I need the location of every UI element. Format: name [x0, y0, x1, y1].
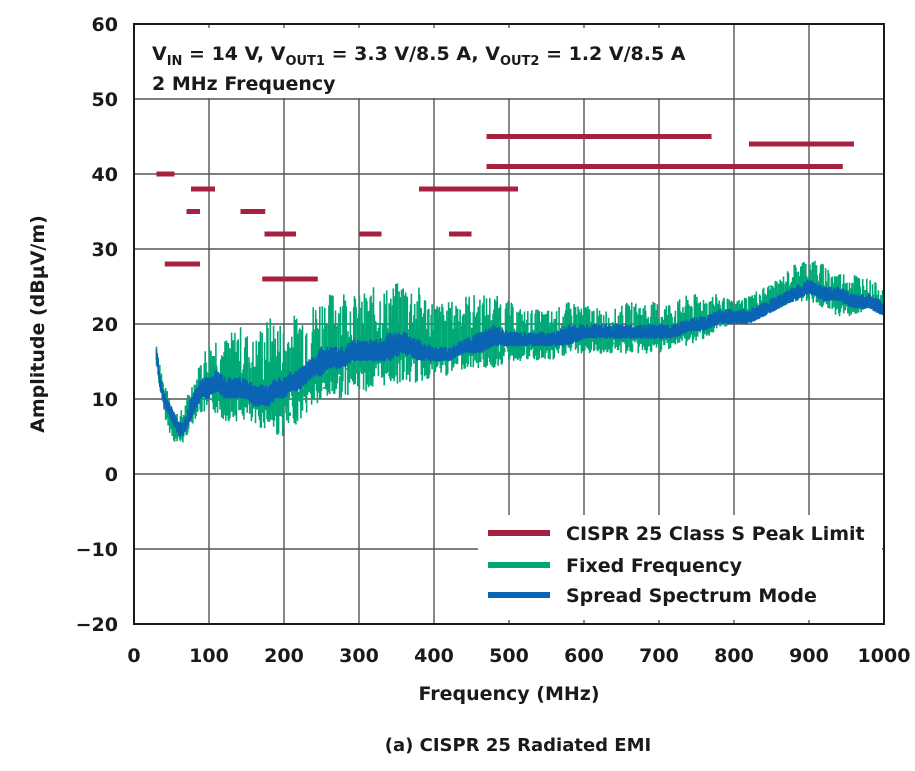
x-axis-title: Frequency (MHz): [418, 683, 599, 705]
spread-spectrum-band: [155, 279, 885, 437]
x-tick-label: 800: [714, 645, 754, 667]
x-tick-label: 400: [414, 645, 454, 667]
plot-frame: [133, 23, 885, 625]
y-tick-label: −10: [76, 539, 118, 561]
x-tick-label: 100: [189, 645, 229, 667]
legend-label-fixed: Fixed Frequency: [566, 555, 743, 577]
annotation-background: [138, 28, 678, 98]
y-axis-title: Amplitude (dBµV/m): [27, 215, 49, 433]
y-tick-label: 0: [105, 464, 118, 486]
y-tick-labels: −20 −10 0 10 20 30 40 50 60: [76, 14, 118, 636]
legend-label-limit: CISPR 25 Class S Peak Limit: [566, 523, 865, 545]
y-tick-label: −20: [76, 614, 118, 636]
x-tick-labels: 0 100 200 300 400 500 600 700 800 900 1000: [127, 645, 910, 667]
x-tick-label: 900: [789, 645, 829, 667]
limit-series: [156, 134, 854, 282]
x-tick-label: 600: [564, 645, 604, 667]
spread-spectrum-series: [155, 279, 885, 437]
x-tick-label: 300: [339, 645, 379, 667]
x-tick-label: 500: [489, 645, 529, 667]
figure-caption: (a) CISPR 25 Radiated EMI: [385, 735, 651, 756]
annotation-line-1: VIN = 14 V, VOUT1 = 3.3 V/8.5 A, VOUT2 =…: [152, 43, 686, 69]
x-tick-label: 0: [127, 645, 140, 667]
y-tick-label: 30: [92, 239, 118, 261]
y-tick-label: 40: [92, 164, 118, 186]
legend: CISPR 25 Class S Peak Limit Fixed Freque…: [478, 515, 882, 620]
y-tick-label: 10: [92, 389, 118, 411]
annotation-line-2: 2 MHz Frequency: [152, 73, 336, 95]
y-tick-label: 50: [92, 89, 118, 111]
x-tick-label: 1000: [858, 645, 911, 667]
y-tick-label: 20: [92, 314, 118, 336]
y-tick-label: 60: [92, 14, 118, 36]
legend-label-spread: Spread Spectrum Mode: [566, 585, 817, 607]
x-tick-label: 200: [264, 645, 304, 667]
x-tick-label: 700: [639, 645, 679, 667]
